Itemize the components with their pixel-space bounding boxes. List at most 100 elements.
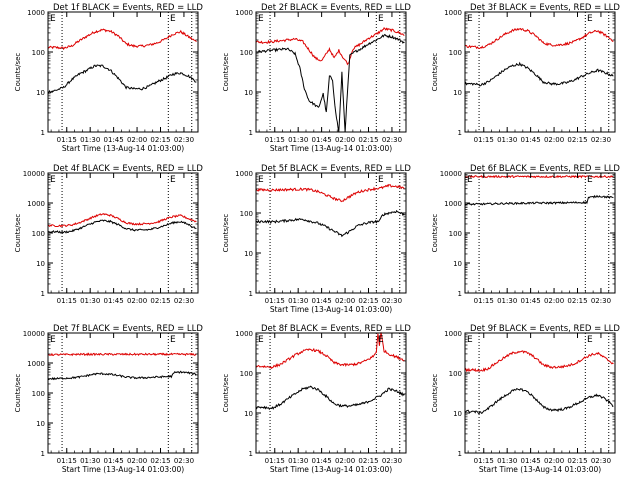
x-axis-label: Start Time (13-Aug-14 01:03:00) [270,465,392,474]
y-tick-label: 1 [249,450,253,458]
events-series-line [256,33,405,133]
x-tick-label: 02:30 [174,136,194,144]
y-tick-label: 10 [244,410,253,418]
lld-series-line [47,352,197,357]
marker-label: E [258,335,264,345]
x-tick-label: 01:30 [288,297,308,305]
marker-label: E [258,175,264,185]
x-tick-label: 02:30 [174,457,194,465]
y-tick-label: 100 [240,370,253,378]
plot-frame [255,172,407,294]
y-tick-label: 100 [32,230,45,238]
x-tick-label: 01:45 [312,457,332,465]
x-tick-label: 02:00 [544,297,564,305]
x-axis-label: Start Time (13-Aug-14 01:03:00) [270,144,392,153]
x-tick-label: 02:00 [335,136,355,144]
y-tick-label: 100 [32,49,45,57]
y-axis-label: Counts/sec [222,214,230,253]
x-tick-label: 02:00 [335,457,355,465]
y-axis-label: Counts/sec [431,214,439,253]
marker-label: E [378,175,384,185]
marker-label: E [587,175,593,185]
x-tick-label: 02:30 [174,297,194,305]
x-tick-label: 01:15 [474,136,494,144]
chart-title: Det 8f BLACK = Events, RED = LLD [261,324,411,334]
marker-label: E [170,175,176,185]
x-tick-label: 02:00 [127,297,147,305]
y-tick-label: 1 [458,450,462,458]
y-tick-label: 10 [453,410,462,418]
y-tick-label: 100 [449,370,462,378]
x-tick-label: 02:15 [358,136,378,144]
events-series-line [255,209,405,238]
x-tick-label: 01:30 [288,457,308,465]
chart-title: Det 6f BLACK = Events, RED = LLD [470,164,620,174]
y-tick-label: 1 [41,290,45,298]
lld-series-line [255,27,405,66]
x-tick-label: 01:45 [521,457,541,465]
x-tick-label: 01:30 [288,136,308,144]
x-tick-label: 01:15 [265,297,285,305]
x-tick-label: 01:15 [57,457,77,465]
x-tick-label: 01:30 [80,297,100,305]
y-tick-label: 1000 [27,9,45,17]
plot-frame [464,332,616,454]
y-tick-label: 1000 [444,330,462,338]
x-tick-label: 02:00 [127,136,147,144]
events-series-line [464,194,614,206]
marker-label: E [378,335,384,345]
x-tick-label: 01:30 [80,457,100,465]
y-tick-label: 100 [449,49,462,57]
y-tick-label: 1000 [444,200,462,208]
y-tick-label: 10 [36,420,45,428]
lld-series-line [464,350,614,373]
events-series-line [47,64,197,94]
chart-title: Det 3f BLACK = Events, RED = LLD [470,3,620,13]
x-tick-label: 01:30 [497,297,517,305]
x-tick-label: 02:15 [358,297,378,305]
events-series-line [47,370,197,381]
lld-series-line [464,174,614,179]
x-tick-label: 01:30 [497,136,517,144]
y-tick-label: 1 [249,129,253,137]
x-tick-label: 02:30 [382,297,402,305]
x-tick-label: 02:15 [358,457,378,465]
x-tick-label: 02:30 [591,136,611,144]
x-axis-label: Start Time (13-Aug-14 01:03:00) [479,465,601,474]
y-tick-label: 100 [240,210,253,218]
x-tick-label: 01:30 [80,136,100,144]
chart-title: Det 7f BLACK = Events, RED = LLD [53,324,203,334]
x-tick-label: 02:30 [591,457,611,465]
marker-label: E [467,175,473,185]
marker-label: E [467,335,473,345]
y-tick-label: 100 [32,390,45,398]
plot-frame [464,11,616,133]
x-tick-label: 01:30 [497,457,517,465]
lld-series-line [255,183,405,203]
y-tick-label: 1000 [235,9,253,17]
marker-label: E [587,335,593,345]
chart-title: Det 1f BLACK = Events, RED = LLD [53,3,203,13]
x-axis-label: Start Time (13-Aug-14 01:03:00) [62,144,184,153]
marker-label: E [170,335,176,345]
y-tick-label: 1 [41,450,45,458]
y-tick-label: 10 [36,89,45,97]
x-tick-label: 02:30 [382,136,402,144]
y-tick-label: 10000 [23,170,45,178]
y-tick-label: 10 [244,250,253,258]
y-tick-label: 1 [458,129,462,137]
plot-frame [255,332,407,454]
events-series-line [255,385,405,411]
lld-series-line [47,28,197,51]
marker-label: E [50,335,56,345]
y-axis-label: Counts/sec [222,374,230,413]
y-tick-label: 1 [458,290,462,298]
x-axis-label: Start Time (13-Aug-14 01:03:00) [270,305,392,314]
x-tick-label: 02:15 [567,136,587,144]
x-tick-label: 01:15 [265,136,285,144]
marker-label: E [467,14,473,24]
lld-series-line [464,27,614,50]
y-axis-label: Counts/sec [14,214,22,253]
